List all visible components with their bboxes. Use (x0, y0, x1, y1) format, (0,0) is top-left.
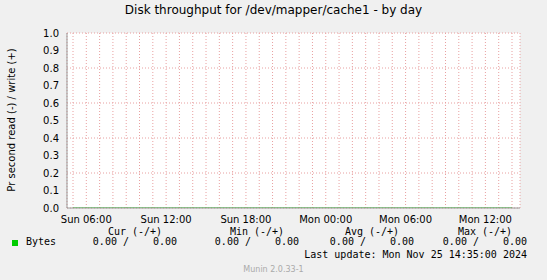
html-text:Disk throughput for /dev/mappe: Disk throughput for /dev/mapper/cache1 -… (124, 3, 423, 17)
svg-text:0.4: 0.4 (43, 133, 59, 144)
html-text:Min (-/+): Min (-/+) (229, 226, 285, 237)
html-text:Max (-/+): Max (-/+) (457, 226, 513, 237)
svg-text:0.5: 0.5 (43, 115, 59, 126)
svg-text:Mon 00:00: Mon 00:00 (299, 214, 352, 224)
svg-text:0.2: 0.2 (43, 168, 59, 179)
svg-text:Sun 06:00: Sun 06:00 (61, 214, 112, 224)
html-text:Munin 2.0.33-1: Munin 2.0.33-1 (243, 265, 304, 274)
svg-text:Sun 12:00: Sun 12:00 (141, 214, 192, 224)
svg-text:1.0: 1.0 (43, 28, 59, 39)
svg-text:0.9: 0.9 (43, 45, 59, 56)
svg-text:0.0: 0.0 (43, 203, 59, 214)
html-text:0.00 / 0.00: 0.00 / 0.00 (329, 236, 415, 247)
html-text:Avg (-/+): Avg (-/+) (344, 226, 400, 237)
html-text:0.00 / 0.00: 0.00 / 0.00 (214, 236, 300, 247)
svg-text:0.6: 0.6 (43, 98, 59, 109)
svg-text:0.3: 0.3 (43, 150, 59, 161)
html-text:Cur (-/+): Cur (-/+) (107, 226, 163, 237)
svg-text:Mon 12:00: Mon 12:00 (459, 214, 512, 224)
html-text:Pr second read (-) / write (+): Pr second read (-) / write (+) (5, 48, 17, 192)
svg-text:0.7: 0.7 (43, 80, 59, 91)
svg-text:0.1: 0.1 (43, 185, 59, 196)
svg-text:0.8: 0.8 (43, 63, 59, 74)
svg-text:Sun 18:00: Sun 18:00 (220, 214, 271, 224)
html-text:Bytes: Bytes (26, 236, 57, 247)
html-text:RRDTOOL / TOBI OETIKER: RRDTOOL / TOBI OETIKER (486, 55, 495, 146)
html-text:0.00 / 0.00: 0.00 / 0.00 (442, 236, 528, 247)
html-text:Last update: Mon Nov 25 14:35:: Last update: Mon Nov 25 14:35:00 2024 (304, 249, 527, 260)
svg-text:Mon 06:00: Mon 06:00 (379, 214, 432, 224)
html-text:0.00 / 0.00: 0.00 / 0.00 (92, 236, 178, 247)
